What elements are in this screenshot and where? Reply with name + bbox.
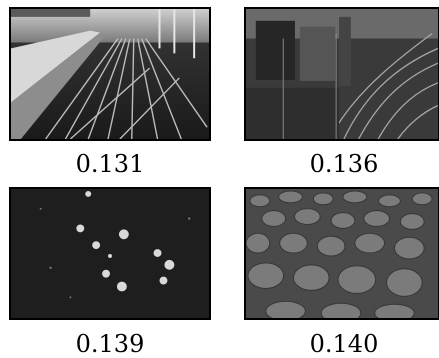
image-circular-stepping-stones bbox=[244, 187, 439, 320]
panel-4-score: 0.140 bbox=[309, 330, 379, 358]
image-railway-yard-buildings bbox=[244, 7, 439, 141]
image-white-flowers-dark-grass bbox=[9, 187, 211, 320]
image-railway-platform-tracks bbox=[9, 7, 211, 141]
panel-3-score: 0.139 bbox=[75, 330, 145, 358]
panel-1-score: 0.131 bbox=[75, 150, 145, 178]
panel-2-score: 0.136 bbox=[309, 150, 379, 178]
